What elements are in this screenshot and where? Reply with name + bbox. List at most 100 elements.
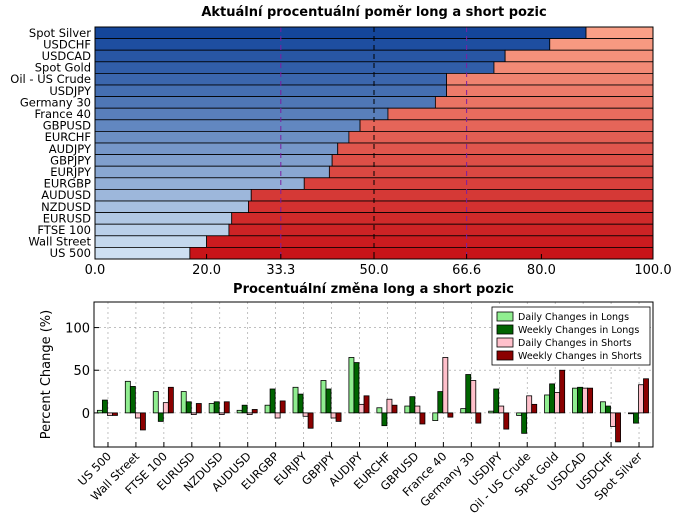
bar-1-18: [605, 405, 611, 414]
chart1-title: Aktuální procentuální poměr long a short…: [201, 5, 546, 20]
legend-box: [491, 306, 651, 366]
bar-long-0: [94, 26, 587, 40]
bar-2-16: [554, 392, 561, 414]
bar-3-3: [195, 403, 202, 414]
chart2-frame: [93, 301, 654, 448]
bar-short-10: [337, 142, 654, 156]
bar-2-12: [442, 357, 449, 414]
bar-short-5: [446, 84, 654, 98]
bar-short-15: [248, 200, 654, 214]
bar-1-15: [521, 412, 528, 434]
bar-short-8: [359, 119, 654, 132]
bar-long-15: [94, 200, 249, 214]
category-label: USDCHF: [43, 37, 91, 51]
legend-label: Weekly Changes in Shorts: [518, 351, 642, 362]
y-tick-label: 100: [65, 322, 90, 337]
bar-1-10: [381, 412, 388, 427]
y-tick-label: 50: [73, 364, 90, 379]
bar-short-1: [549, 38, 654, 51]
bar-short-12: [328, 165, 654, 179]
bar-1-2: [157, 412, 164, 422]
bar-2-0: [107, 412, 113, 416]
bar-3-1: [139, 412, 146, 431]
x-tick-label: 50.0: [360, 263, 389, 278]
bar-long-16: [94, 212, 233, 225]
category-label: EURJPY: [50, 165, 92, 179]
bar-short-4: [446, 73, 654, 86]
bar-long-7: [94, 107, 389, 121]
bar-1-8: [325, 388, 332, 414]
bar-1-16: [549, 383, 556, 414]
category-label: AUDUSD: [41, 188, 91, 202]
bar-3-14: [503, 412, 510, 430]
bar-short-7: [387, 107, 654, 121]
category-label: France 40: [34, 107, 91, 121]
bar-2-5: [246, 412, 253, 415]
category-label: FTSE 100: [37, 223, 91, 237]
bar-short-9: [348, 130, 654, 144]
bar-long-10: [94, 142, 339, 156]
bar-3-15: [531, 403, 538, 414]
category-label: Germany 30: [20, 95, 91, 109]
bar-short-16: [231, 212, 654, 225]
y-tick-label: 0: [82, 407, 90, 422]
category-label: GBPUSD: [43, 119, 91, 133]
y-axis-label: Percent Change (%): [39, 310, 54, 439]
bar-0-2: [152, 391, 159, 414]
bar-3-19: [643, 378, 649, 414]
bar-short-2: [504, 49, 654, 63]
legend-label: Daily Changes in Shorts: [518, 338, 632, 349]
bar-3-8: [335, 412, 342, 422]
bar-3-5: [251, 409, 258, 414]
legend-swatch: [496, 311, 514, 322]
category-label: GBPJPY: [50, 153, 92, 167]
x-tick-label: 33.3: [266, 263, 295, 278]
bar-2-17: [582, 387, 588, 414]
bar-0-10: [376, 407, 383, 414]
bar-long-12: [94, 165, 330, 179]
chart2-title: Procentuální změna long a short pozic: [233, 282, 514, 297]
bar-long-1: [94, 38, 551, 51]
bar-long-4: [94, 73, 447, 86]
category-label: EURUSD: [43, 211, 91, 225]
bar-long-11: [94, 154, 333, 167]
bar-3-0: [112, 412, 118, 416]
bar-short-14: [250, 188, 654, 202]
x-tick-label: 80.0: [527, 263, 556, 278]
bar-2-8: [330, 412, 337, 419]
bar-3-17: [587, 387, 594, 414]
category-label: Spot Gold: [35, 61, 91, 75]
bar-3-12: [447, 412, 454, 418]
bar-long-19: [94, 246, 191, 260]
bar-2-15: [526, 395, 533, 414]
bar-short-13: [303, 177, 654, 190]
legend-swatch: [496, 337, 514, 348]
bar-0-16: [544, 394, 550, 414]
legend-label: Weekly Changes in Longs: [518, 325, 639, 336]
bar-3-6: [279, 400, 286, 414]
bar-2-11: [414, 405, 421, 414]
bar-0-7: [292, 386, 299, 414]
category-label: NZDUSD: [41, 200, 91, 214]
bar-1-4: [213, 401, 220, 414]
bar-1-6: [269, 388, 276, 414]
bar-long-13: [94, 177, 305, 190]
bar-3-16: [559, 369, 566, 414]
bar-3-13: [475, 412, 482, 424]
bar-0-0: [96, 409, 103, 414]
bar-2-9: [358, 403, 365, 414]
bar-3-11: [419, 412, 426, 425]
bar-0-15: [516, 412, 523, 416]
bar-long-14: [94, 188, 252, 202]
category-label: USDCAD: [42, 49, 91, 63]
bar-1-11: [409, 396, 416, 414]
bar-1-9: [353, 362, 360, 414]
bar-0-18: [600, 401, 606, 414]
category-label: Oil - US Crude: [10, 72, 91, 86]
category-label: US 500: [50, 246, 91, 260]
bar-long-9: [94, 130, 350, 144]
bar-1-7: [297, 393, 304, 414]
bar-0-12: [432, 412, 439, 421]
bar-0-14: [488, 410, 495, 414]
